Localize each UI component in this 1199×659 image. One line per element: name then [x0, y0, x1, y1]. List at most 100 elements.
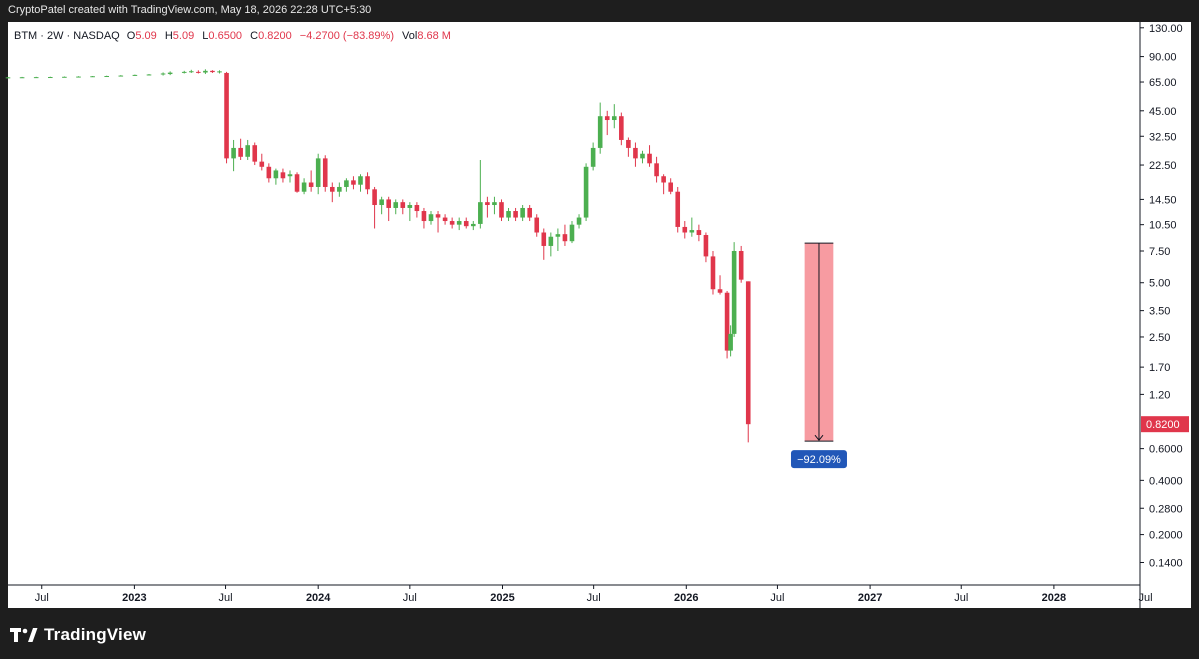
candle-up	[62, 76, 67, 78]
price-tick-label: 2.50	[1149, 332, 1170, 344]
candle-up	[315, 158, 321, 187]
candle-down	[259, 161, 265, 167]
candle-up	[506, 211, 511, 218]
candle-down	[414, 205, 420, 212]
candle-down	[294, 174, 300, 192]
candle-down	[527, 207, 532, 218]
candle-down	[485, 202, 490, 206]
candle-up	[728, 333, 733, 351]
candle-down	[675, 191, 681, 227]
candle-up	[132, 74, 138, 76]
candle-down	[745, 281, 751, 425]
tradingview-logo-icon	[10, 627, 38, 643]
price-tick-label: 0.1400	[1149, 557, 1183, 569]
candle-up	[160, 73, 166, 75]
candle-down	[696, 230, 702, 236]
candle-down	[308, 182, 314, 187]
candle-down	[626, 139, 631, 148]
candle-down	[224, 72, 229, 159]
candle-up	[492, 202, 497, 206]
candle-up	[393, 202, 399, 208]
price-tick-label: 130.00	[1149, 23, 1183, 35]
price-tick-label: 1.20	[1149, 389, 1170, 401]
candle-down	[499, 202, 504, 218]
last-price-badge	[1141, 416, 1189, 433]
legend-change: −4.2700 (−83.89%)	[299, 30, 394, 42]
candle-down	[238, 147, 243, 157]
candle-down	[647, 153, 652, 164]
price-tick-label: 0.2800	[1149, 503, 1183, 515]
candle-down	[604, 116, 610, 121]
candle-up	[301, 182, 307, 192]
tradingview-brand[interactable]: TradingView	[10, 625, 146, 645]
time-tick-label: 2028	[1042, 592, 1066, 604]
measure-arrow-head-icon	[814, 434, 824, 441]
candle-up	[146, 74, 152, 76]
time-tick-label: 2023	[122, 592, 146, 604]
candle-down	[449, 221, 455, 225]
candle-down	[703, 235, 709, 257]
legend-low-label: L	[202, 30, 209, 42]
candle-up	[188, 71, 194, 73]
candle-up	[5, 77, 11, 79]
candle-up	[520, 207, 525, 218]
time-tick-label: Jul	[770, 592, 784, 604]
time-tick-label: Jul	[587, 592, 601, 604]
candle-up	[167, 72, 173, 75]
candle-up	[379, 199, 384, 206]
footer-bar	[0, 608, 1199, 659]
price-tick-label: 45.00	[1149, 106, 1177, 118]
candle-up	[407, 205, 413, 208]
candle-up	[47, 77, 53, 79]
time-tick-label: Jul	[35, 592, 49, 604]
price-tick-label: 5.00	[1149, 278, 1170, 290]
price-tick-label: 10.50	[1149, 220, 1177, 232]
time-tick-label: Jul	[954, 592, 968, 604]
candle-down	[400, 202, 406, 208]
candle-down	[619, 116, 624, 140]
tradingview-wordmark: TradingView	[44, 625, 147, 644]
candle-down	[365, 176, 370, 190]
candle-down	[668, 182, 673, 192]
price-tick-label: 22.50	[1149, 160, 1177, 172]
ohlc-legend: BTM · 2W · NASDAQ O5.09 H5.09 L0.6500 C0…	[14, 30, 456, 42]
legend-volume-label: Vol	[402, 30, 418, 42]
candle-up	[689, 230, 695, 233]
candle-up	[611, 116, 617, 121]
candle-down	[738, 250, 744, 280]
candle-up	[428, 214, 434, 222]
candle-up	[245, 145, 250, 157]
candle-down	[724, 292, 730, 351]
candle-down	[710, 256, 716, 290]
candle-up	[104, 76, 109, 78]
candle-down	[534, 217, 540, 233]
candle-up	[731, 250, 737, 334]
candle-down	[196, 71, 201, 73]
legend-close-value: 0.8200	[258, 30, 292, 42]
legend-symbol: BTM · 2W · NASDAQ	[14, 30, 120, 42]
legend-open-value: 5.09	[135, 30, 157, 42]
price-tick-label: 90.00	[1149, 52, 1177, 64]
candle-up	[181, 71, 187, 73]
candle-down	[322, 158, 328, 187]
attribution-text: CryptoPatel created with TradingView.com…	[8, 4, 372, 16]
price-tick-label: 3.50	[1149, 306, 1170, 318]
candle-up	[287, 174, 293, 177]
candle-up	[640, 153, 645, 159]
candle-up	[76, 76, 81, 78]
candle-down	[280, 172, 286, 179]
candle-down	[210, 70, 215, 73]
candle-up	[217, 71, 222, 73]
price-tick-label: 65.00	[1149, 77, 1177, 89]
candle-down	[717, 289, 723, 293]
candle-up	[583, 166, 589, 218]
candle-down	[562, 234, 568, 242]
candle-down	[351, 180, 356, 185]
candle-up	[590, 147, 596, 167]
time-tick-label: Jul	[403, 592, 417, 604]
candle-down	[661, 176, 666, 183]
candle-up	[344, 180, 349, 187]
candle-down	[386, 199, 391, 208]
price-tick-label: 7.50	[1149, 246, 1170, 258]
